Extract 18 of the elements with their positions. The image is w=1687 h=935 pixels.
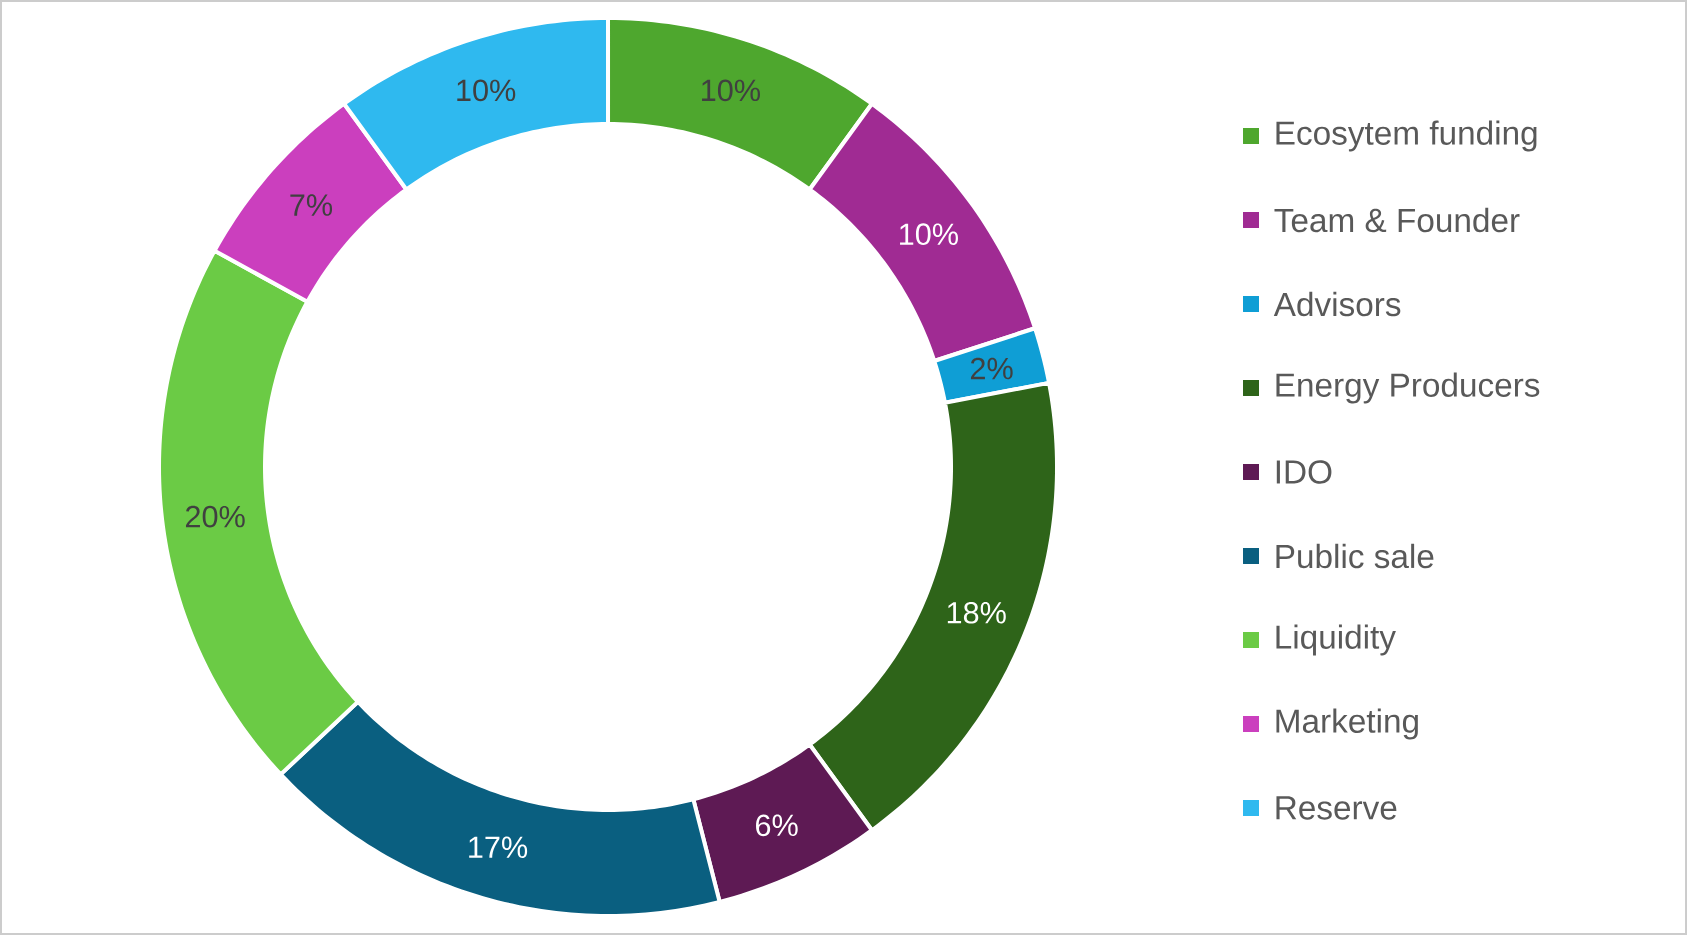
data-label: 17% bbox=[469, 836, 528, 859]
data-label: 10% bbox=[702, 79, 760, 102]
legend-label: Public sale bbox=[1276, 543, 1434, 569]
legend-label: Team & Founder bbox=[1274, 207, 1520, 233]
legend-label: Advisors bbox=[1273, 291, 1401, 317]
data-label: 18% bbox=[947, 601, 1006, 624]
data-label: 10% bbox=[900, 223, 958, 246]
data-label: 20% bbox=[185, 505, 245, 528]
data-label: 7% bbox=[290, 194, 333, 216]
data-label: 2% bbox=[970, 357, 1013, 380]
legend-label: Energy Producers bbox=[1276, 372, 1540, 404]
legend-label: Ecosytem funding bbox=[1276, 120, 1537, 152]
legend-label: Reserve bbox=[1276, 796, 1397, 820]
legend-label: IDO bbox=[1276, 460, 1332, 484]
data-label: 10% bbox=[457, 79, 516, 102]
legend-label: Marketing bbox=[1276, 708, 1418, 740]
data-label: 6% bbox=[756, 814, 798, 837]
legend-label: Liquidity bbox=[1276, 624, 1396, 656]
